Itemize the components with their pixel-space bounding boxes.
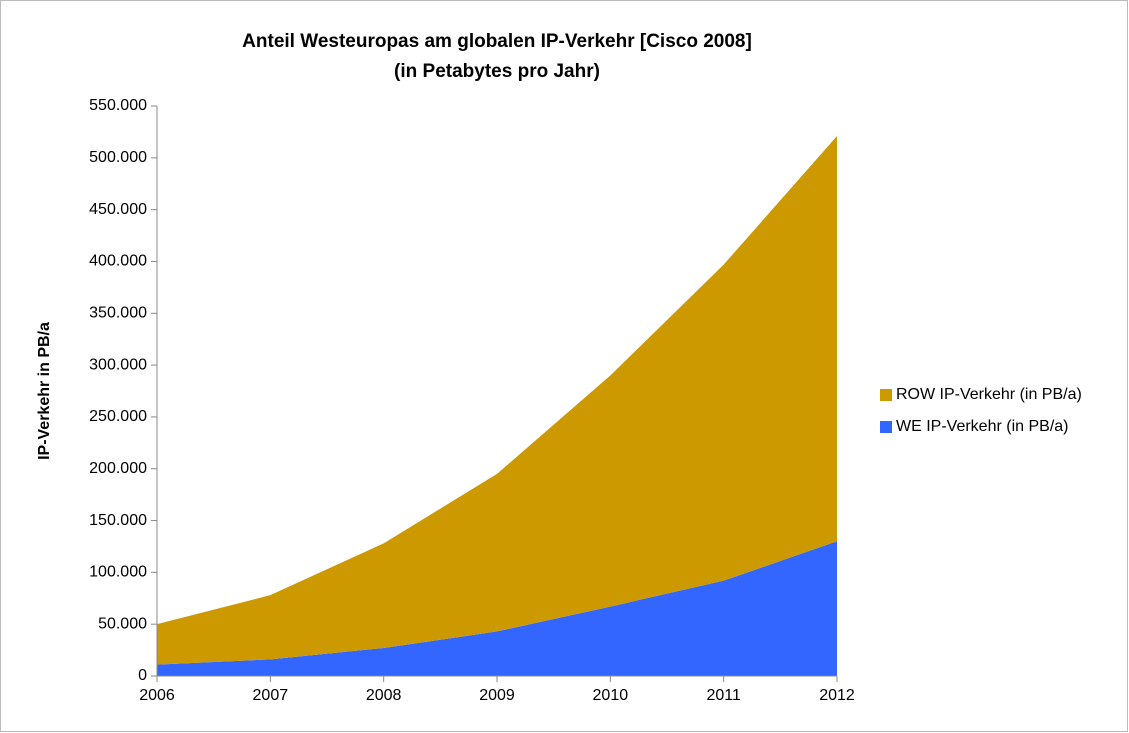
- y-tick-label: 500.000: [89, 149, 147, 166]
- legend-swatch: [880, 421, 892, 433]
- x-tick-label: 2010: [593, 687, 629, 704]
- y-tick-label: 100.000: [89, 564, 147, 581]
- y-tick-label: 50.000: [98, 615, 147, 632]
- y-tick-label: 400.000: [89, 253, 147, 270]
- area: [157, 136, 837, 665]
- legend-label: ROW IP-Verkehr (in PB/a): [896, 386, 1082, 403]
- y-tick-label: 150.000: [89, 512, 147, 529]
- chart-subtitle: (in Petabytes pro Jahr): [394, 61, 600, 82]
- y-tick-label: 450.000: [89, 201, 147, 218]
- y-tick-label: 550.000: [89, 97, 147, 114]
- legend-label: WE IP-Verkehr (in PB/a): [896, 418, 1069, 435]
- y-tick-label: 0: [138, 667, 147, 684]
- y-tick-label: 200.000: [89, 460, 147, 477]
- x-tick-label: 2009: [479, 687, 515, 704]
- area: [157, 541, 837, 676]
- legend-swatch: [880, 389, 892, 401]
- y-tick-label: 300.000: [89, 356, 147, 373]
- x-tick-label: 2008: [366, 687, 402, 704]
- x-tick-label: 2006: [139, 687, 175, 704]
- x-tick-label: 2012: [819, 687, 855, 704]
- chart-title: Anteil Westeuropas am globalen IP-Verkeh…: [242, 31, 752, 52]
- x-tick-label: 2011: [706, 687, 741, 704]
- y-axis-label: IP-Verkehr in PB/a: [36, 322, 53, 460]
- y-tick-label: 250.000: [89, 408, 147, 425]
- x-tick-label: 2007: [253, 687, 289, 704]
- y-tick-label: 350.000: [89, 304, 147, 321]
